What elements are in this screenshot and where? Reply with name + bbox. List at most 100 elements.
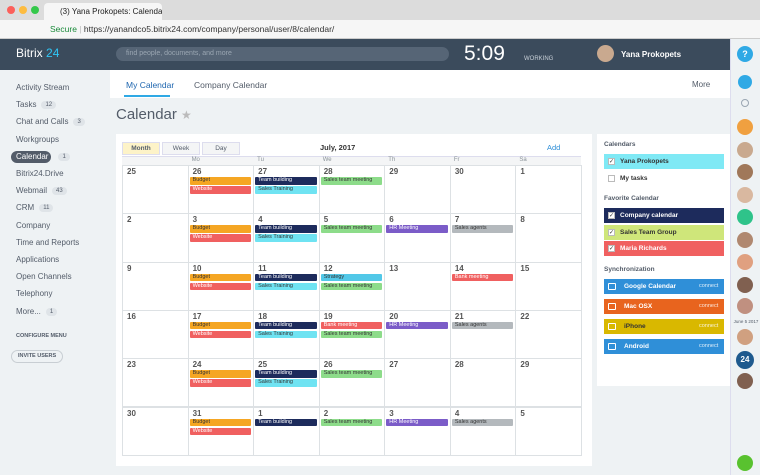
event[interactable]: Budget [189,177,252,185]
sync-item[interactable] [604,318,724,334]
menu-item[interactable]: CRM [16,203,35,213]
calendar-item[interactable] [604,241,724,256]
calendar-item[interactable] [604,154,724,169]
contact-avatar[interactable] [737,276,753,293]
event[interactable]: Website [189,234,252,242]
event[interactable]: Sales team meeting [320,330,383,339]
contact-avatar[interactable] [737,298,753,314]
calendar-tab[interactable]: Company Calendar [194,80,268,90]
sync-item[interactable] [604,338,724,354]
day-cell[interactable] [449,406,517,456]
day-cell[interactable] [122,165,189,215]
day-cell[interactable] [318,358,386,408]
browser-tab[interactable]: (3) Yana Prokopets: Calendar [44,3,162,20]
search-icon[interactable] [741,99,749,107]
group-badge[interactable]: 24 [736,351,754,369]
day-cell[interactable] [515,406,582,456]
checkbox[interactable]: ✓ [608,245,615,252]
day-cell[interactable] [122,358,189,408]
event[interactable]: Budget [189,273,252,282]
menu-item[interactable]: Workgroups [16,134,59,144]
event[interactable]: Sales team meeting [320,370,383,378]
connect-link[interactable]: connect [699,322,719,329]
menu-item[interactable]: Company [16,220,51,230]
add-button[interactable]: Add [547,143,561,152]
min-dot[interactable] [19,6,27,14]
event[interactable]: Team building [255,418,317,426]
event[interactable]: Strategy [320,273,383,282]
view-button[interactable]: Month [122,142,160,155]
invite-users[interactable]: INVITE USERS [11,350,64,363]
close-dot[interactable] [7,6,15,14]
checkbox[interactable]: ✓ [608,212,615,219]
connect-link[interactable]: connect [699,342,719,349]
sync-item[interactable] [604,298,724,314]
contact-avatar[interactable] [737,186,753,203]
event[interactable]: Bank meeting [320,321,383,330]
view-button[interactable]: Week [162,142,200,155]
day-cell[interactable] [515,309,582,360]
day-cell[interactable] [122,406,189,456]
event[interactable]: Bank meeting [451,273,514,282]
calendar-tab[interactable]: My Calendar [126,80,175,90]
event[interactable]: Team building [255,370,317,378]
contact-avatar[interactable] [737,329,753,345]
checkbox[interactable]: ✓ [608,228,615,236]
event[interactable]: Sales Training [255,234,317,242]
help-button[interactable]: ? [737,46,753,62]
checkbox[interactable]: ✓ [608,158,615,165]
event[interactable]: Team building [255,225,317,233]
contact-avatar[interactable] [737,119,753,135]
day-cell[interactable] [449,309,517,360]
event[interactable]: Website [189,427,252,435]
event[interactable]: Sales agents [451,418,514,426]
day-cell[interactable] [384,406,451,456]
event[interactable]: Team building [255,273,317,282]
contact-avatar[interactable] [737,231,753,248]
day-cell[interactable] [449,213,517,263]
user-name[interactable]: Yana Prokopets [621,50,682,59]
event[interactable]: Sales agents [451,225,514,233]
day-cell[interactable] [515,213,582,263]
event[interactable]: Sales team meeting [320,418,383,426]
event[interactable]: Sales Training [255,330,317,339]
configure-menu[interactable]: CONFIGURE MENU [16,333,67,339]
menu-item[interactable]: Bitrix24.Drive [16,169,64,178]
work-status[interactable]: WORKING [524,56,554,62]
contact-avatar[interactable] [737,209,753,225]
day-cell[interactable] [253,406,320,456]
checkbox[interactable] [608,174,615,182]
view-button[interactable]: Day [202,142,240,155]
event[interactable]: Sales team meeting [320,225,383,233]
event[interactable]: HR Meeting [386,418,448,426]
event[interactable]: Sales team meeting [320,282,383,291]
event[interactable]: HR Meeting [386,225,448,233]
day-cell[interactable] [449,358,517,408]
menu-item[interactable]: Chat and Calls [16,117,69,127]
day-cell[interactable] [515,165,582,215]
day-cell[interactable] [122,213,189,263]
day-cell[interactable] [515,261,582,311]
call-button[interactable] [737,455,753,471]
event[interactable]: HR Meeting [386,321,448,330]
day-cell[interactable] [384,358,451,408]
day-cell[interactable] [449,261,517,311]
calendar-item[interactable] [604,224,724,240]
event[interactable]: Sales Training [255,379,317,387]
day-cell[interactable] [384,309,451,360]
url-field[interactable]: Secure | https://yanandco5.bitrix24.com/… [50,24,335,34]
day-cell[interactable] [384,213,451,263]
search-box[interactable]: find people, documents, and more [116,47,449,61]
event[interactable]: Sales team meeting [320,177,383,185]
menu-item[interactable]: Open Channels [16,272,72,282]
day-cell[interactable] [449,165,517,215]
logo[interactable]: Bitrix 24 [16,46,59,60]
day-cell[interactable] [122,261,189,311]
contact-avatar[interactable] [737,373,753,389]
notify-icon[interactable] [738,75,752,89]
menu-item[interactable]: Calendar [16,151,49,161]
day-cell[interactable] [318,213,386,263]
menu-item[interactable]: Applications [16,255,60,264]
more-menu[interactable]: More [692,80,711,89]
menu-item[interactable]: More... [16,306,41,316]
